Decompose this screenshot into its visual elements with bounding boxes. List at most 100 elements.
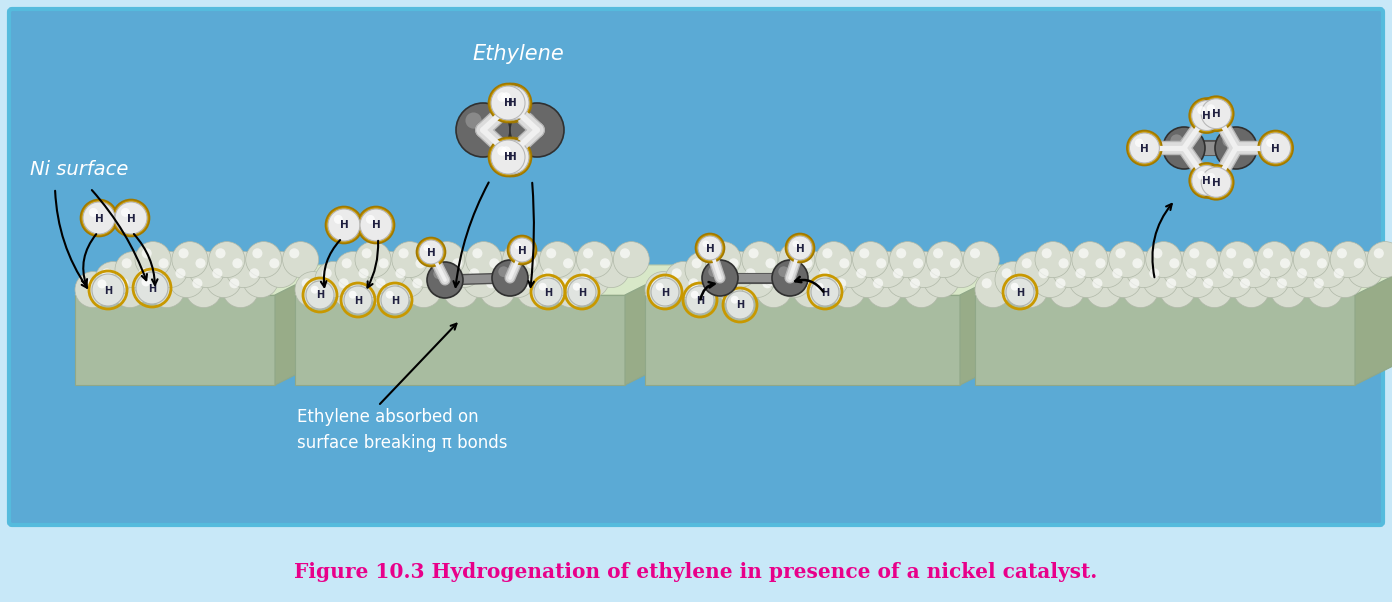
Text: H: H (340, 220, 348, 231)
Circle shape (1079, 248, 1089, 258)
Circle shape (782, 268, 792, 278)
Circle shape (1086, 272, 1122, 308)
Circle shape (1012, 272, 1048, 308)
Circle shape (1052, 252, 1089, 288)
Circle shape (927, 241, 962, 278)
Circle shape (580, 268, 590, 278)
Circle shape (756, 272, 792, 308)
Circle shape (1222, 134, 1235, 147)
Circle shape (739, 262, 775, 297)
Circle shape (1006, 278, 1034, 306)
Circle shape (1002, 268, 1012, 278)
Circle shape (1354, 258, 1364, 268)
Circle shape (135, 241, 171, 278)
Circle shape (306, 281, 334, 309)
FancyBboxPatch shape (8, 9, 1384, 525)
Circle shape (727, 291, 754, 319)
Circle shape (252, 248, 263, 258)
Circle shape (1207, 173, 1215, 181)
Circle shape (341, 258, 352, 268)
Circle shape (462, 262, 498, 297)
Circle shape (457, 103, 509, 157)
Circle shape (773, 260, 807, 296)
Circle shape (823, 248, 832, 258)
Text: Ni surface: Ni surface (31, 160, 128, 179)
Circle shape (1215, 127, 1257, 169)
Circle shape (1089, 252, 1125, 288)
Circle shape (295, 272, 331, 308)
Circle shape (497, 146, 507, 156)
Circle shape (535, 278, 562, 306)
Circle shape (393, 241, 427, 278)
Circle shape (369, 272, 405, 308)
Circle shape (1197, 171, 1205, 179)
Circle shape (81, 199, 117, 237)
Polygon shape (974, 295, 1354, 385)
Circle shape (496, 86, 529, 120)
Circle shape (315, 262, 351, 297)
Text: H: H (127, 214, 135, 223)
Text: H: H (504, 152, 512, 163)
Circle shape (1048, 272, 1084, 308)
Circle shape (412, 278, 422, 288)
Circle shape (429, 241, 465, 278)
Circle shape (852, 241, 888, 278)
Circle shape (118, 278, 128, 288)
Circle shape (1150, 268, 1160, 278)
Polygon shape (1354, 265, 1392, 385)
Text: Figure 10.3 Hydrogenation of ethylene in presence of a nickel catalyst.: Figure 10.3 Hydrogenation of ethylene in… (294, 562, 1098, 582)
Circle shape (1169, 258, 1179, 268)
Circle shape (812, 278, 839, 306)
Circle shape (702, 262, 738, 297)
Circle shape (709, 266, 720, 277)
Circle shape (82, 278, 92, 288)
Circle shape (543, 268, 553, 278)
Circle shape (593, 252, 629, 288)
Circle shape (906, 252, 942, 288)
Circle shape (75, 272, 111, 308)
Text: H: H (95, 214, 103, 223)
Circle shape (409, 252, 445, 288)
Circle shape (1258, 131, 1293, 166)
Text: H: H (426, 247, 436, 258)
Circle shape (1314, 278, 1324, 288)
Circle shape (358, 206, 394, 243)
Circle shape (1300, 248, 1310, 258)
Circle shape (894, 268, 903, 278)
Circle shape (1200, 252, 1236, 288)
Circle shape (121, 208, 129, 217)
Circle shape (1261, 133, 1290, 163)
Text: H: H (1203, 176, 1211, 186)
Circle shape (508, 235, 536, 264)
Circle shape (572, 283, 580, 291)
Circle shape (168, 262, 205, 297)
Circle shape (722, 252, 757, 288)
Circle shape (1347, 252, 1384, 288)
Circle shape (376, 278, 386, 288)
Circle shape (873, 278, 883, 288)
Circle shape (749, 248, 759, 258)
Circle shape (493, 137, 532, 176)
Circle shape (788, 236, 812, 260)
Text: H: H (316, 291, 324, 300)
Circle shape (562, 258, 574, 268)
Circle shape (516, 272, 553, 308)
Circle shape (1115, 248, 1126, 258)
Circle shape (496, 140, 529, 174)
Circle shape (509, 103, 564, 157)
Circle shape (1327, 262, 1363, 297)
Circle shape (816, 283, 824, 291)
Circle shape (185, 272, 221, 308)
Circle shape (759, 252, 795, 288)
Circle shape (361, 209, 393, 241)
Text: H: H (1271, 143, 1281, 154)
Circle shape (352, 262, 388, 297)
Circle shape (651, 278, 679, 306)
Circle shape (142, 248, 152, 258)
Circle shape (500, 262, 536, 297)
Circle shape (813, 262, 849, 297)
Circle shape (395, 268, 405, 278)
Circle shape (792, 240, 799, 247)
Circle shape (685, 252, 721, 288)
Text: H: H (696, 296, 704, 305)
